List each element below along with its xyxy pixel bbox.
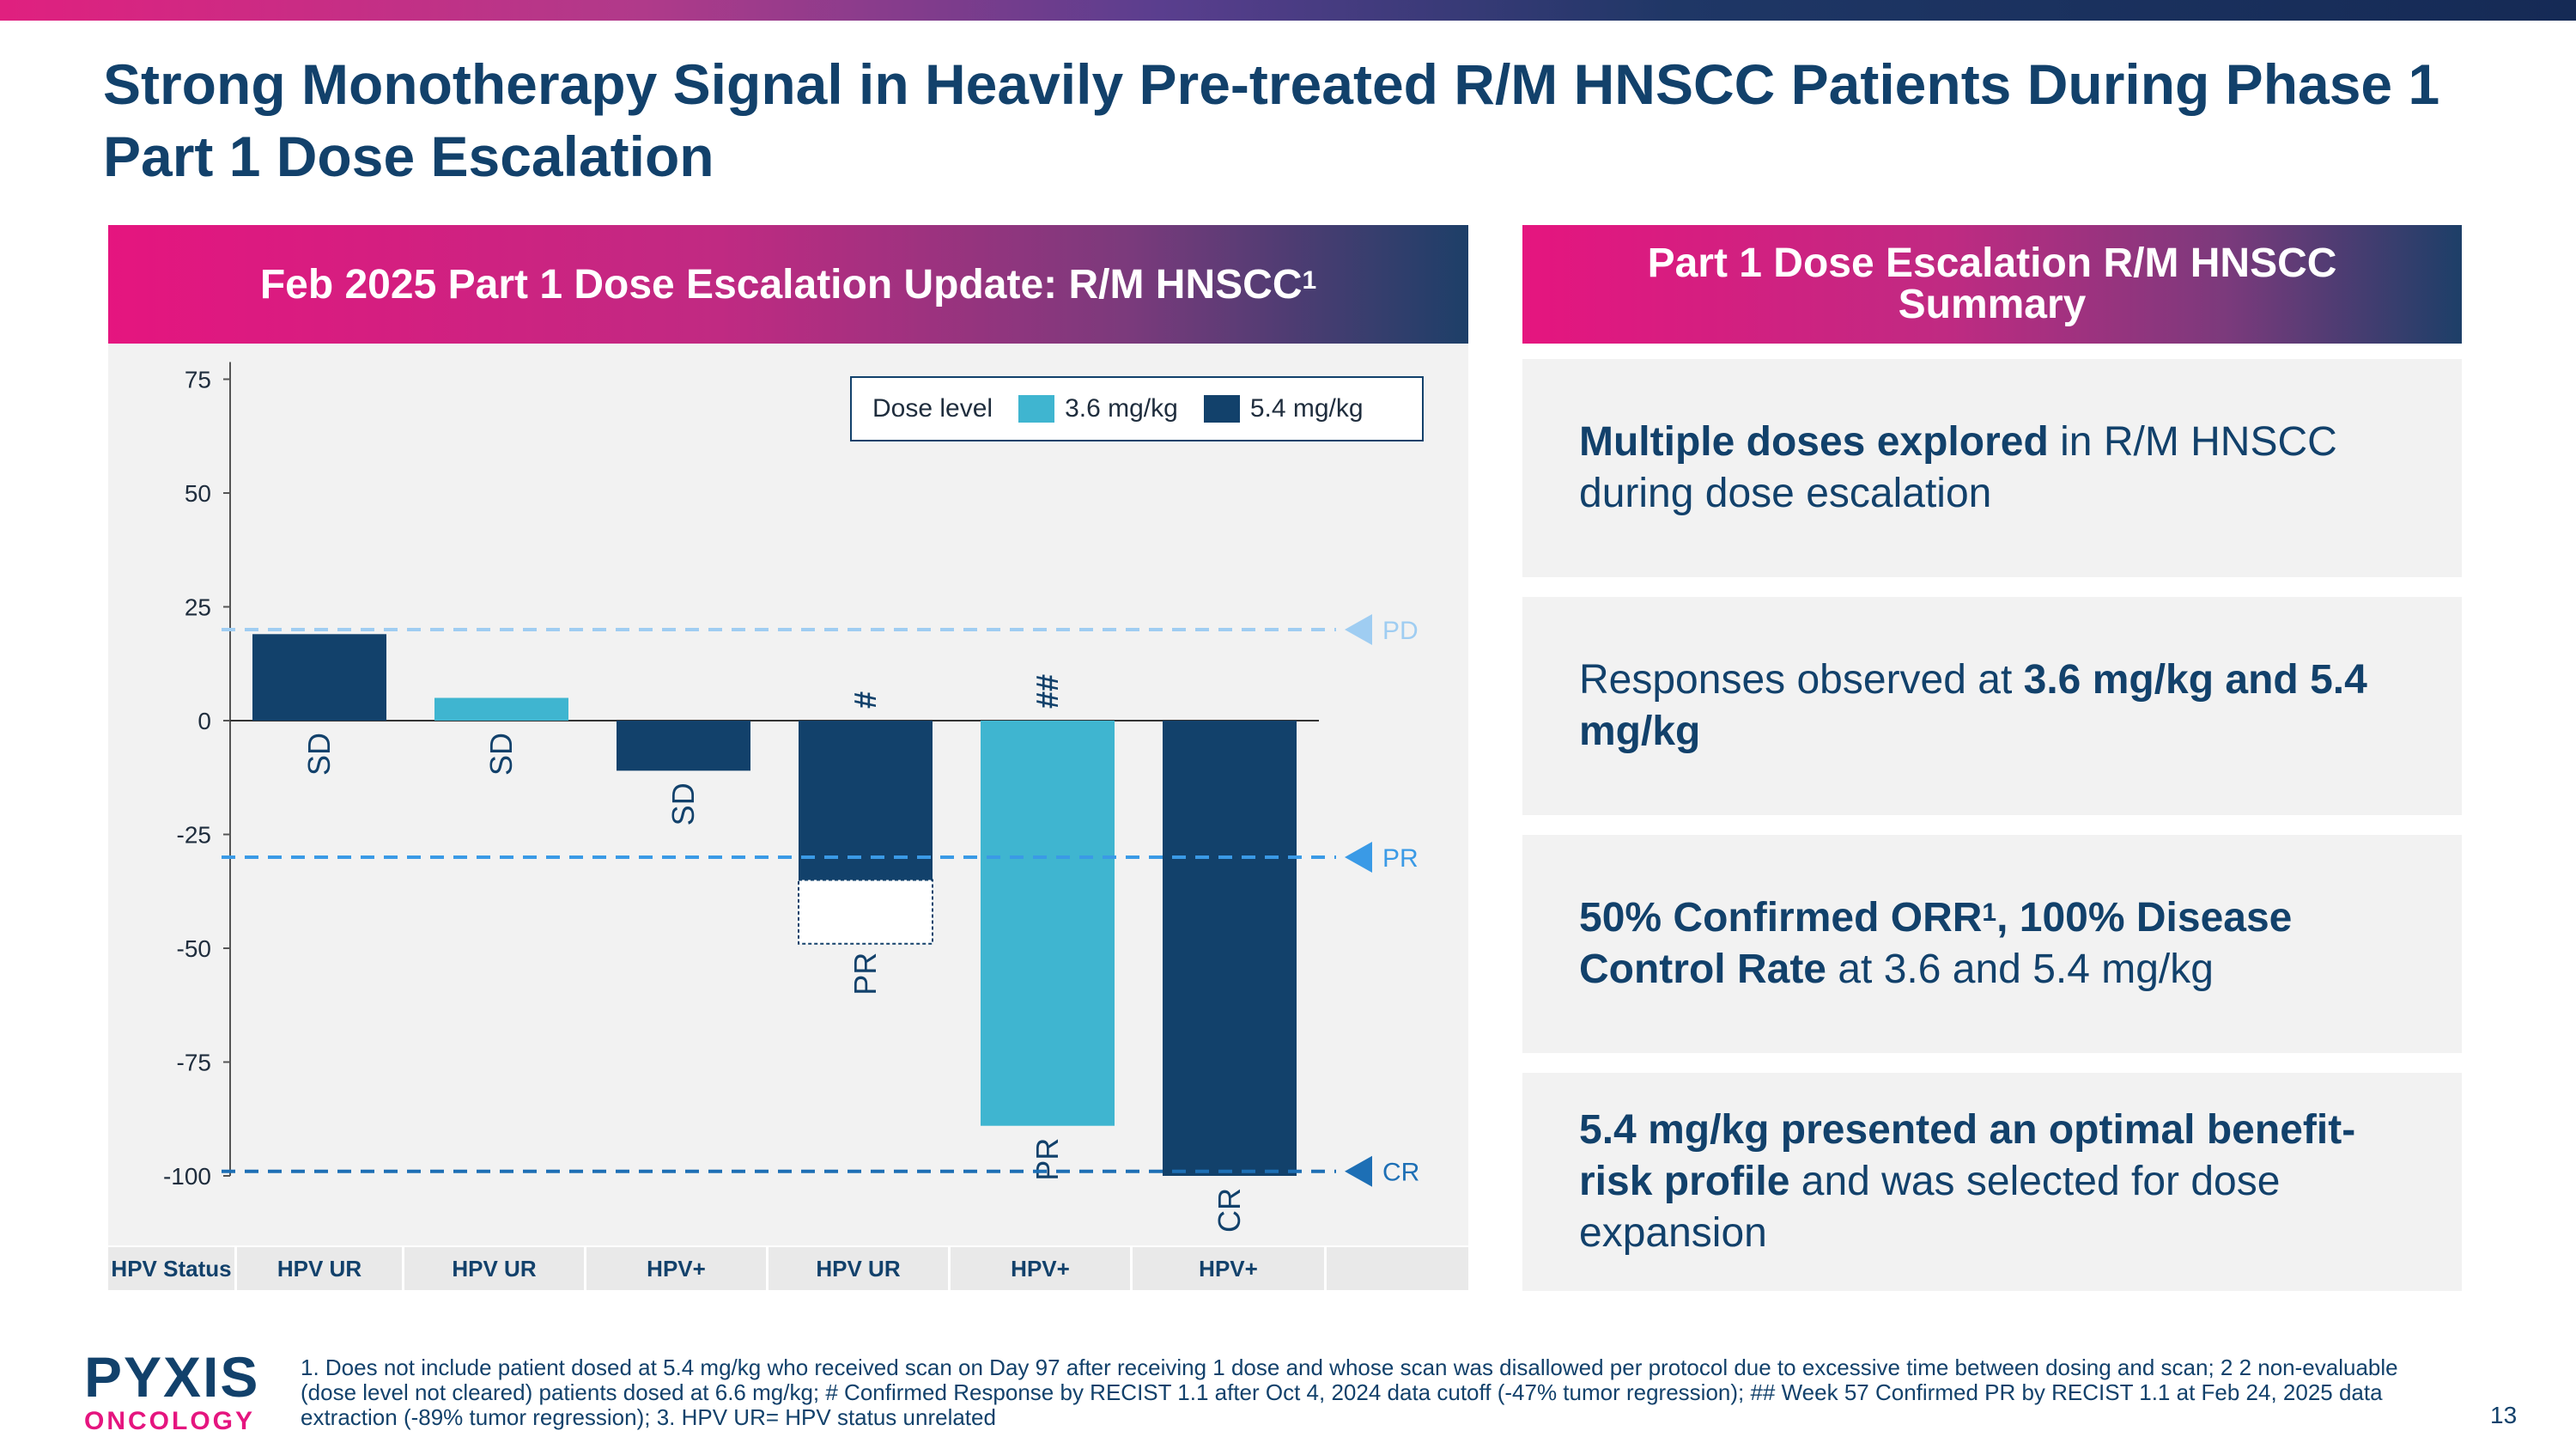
- response-label: PR: [848, 953, 883, 995]
- confirmed-response-box: [798, 879, 933, 945]
- bar-annotation: ##: [1030, 674, 1065, 709]
- summary-card-1-rest: in R/M HNSCC during dose escalation: [1579, 419, 2337, 516]
- summary-card-2-rest: Responses observed at: [1579, 657, 2024, 703]
- reference-label-cr: CR: [1382, 1159, 1419, 1187]
- summary-card-3: 50% Confirmed ORR1, 100% Disease Control…: [1522, 835, 2462, 1053]
- y-tick-label: -75: [177, 1050, 211, 1076]
- hpv-status-header: HPV Status: [108, 1247, 237, 1290]
- hpv-status-cell-empty: [1327, 1247, 1468, 1290]
- reference-marker-pd: [1345, 614, 1372, 645]
- summary-card-3-bold-2: , 100% Disease Control Rate: [1579, 895, 2293, 992]
- reference-marker-cr: [1345, 1155, 1372, 1187]
- company-logo: PYXIS ONCOLOGY: [84, 1345, 260, 1436]
- summary-card-3-rest: at 3.6 and 5.4 mg/kg: [1826, 947, 2214, 992]
- slide-title: Strong Monotherapy Signal in Heavily Pre…: [103, 52, 2440, 188]
- summary-card-1-text: Multiple doses explored in R/M HNSCC dur…: [1579, 417, 2410, 520]
- response-label: CR: [1212, 1188, 1247, 1233]
- bar: [617, 721, 750, 771]
- response-label: SD: [301, 733, 337, 776]
- reference-label-pd: PD: [1382, 617, 1419, 645]
- legend-title: Dose level: [872, 394, 993, 423]
- summary-card-3-sup: 1: [1982, 898, 1997, 927]
- legend-swatch-3-6: [1018, 395, 1055, 423]
- response-label: PR: [1030, 1138, 1065, 1181]
- summary-card-2: Responses observed at 3.6 mg/kg and 5.4 …: [1522, 597, 2462, 815]
- footnote: 1. Does not include patient dosed at 5.4…: [301, 1355, 2398, 1430]
- hpv-status-cell: HPV+: [586, 1247, 769, 1290]
- legend-swatch-5-4: [1203, 395, 1240, 423]
- page-number: 13: [2490, 1402, 2518, 1428]
- bar: [252, 634, 386, 721]
- top-gradient-bar: [0, 0, 2576, 21]
- legend-label-5-4: 5.4 mg/kg: [1249, 394, 1364, 423]
- summary-card-4-bold: 5.4 mg/kg presented an optimal benefit-r…: [1579, 1107, 2356, 1204]
- hpv-status-cell: HPV UR: [769, 1247, 951, 1290]
- y-tick-label: 25: [185, 594, 211, 621]
- summary-card-3-text: 50% Confirmed ORR1, 100% Disease Control…: [1579, 892, 2410, 995]
- logo-subline: ONCOLOGY: [84, 1407, 256, 1435]
- y-tick-label: -25: [177, 822, 211, 849]
- y-tick-label: 50: [185, 480, 211, 507]
- summary-card-2-text: Responses observed at 3.6 mg/kg and 5.4 …: [1579, 654, 2410, 758]
- hpv-status-cell: HPV UR: [404, 1247, 586, 1290]
- y-tick-label: -100: [163, 1163, 211, 1190]
- hpv-status-cell: HPV+: [1133, 1247, 1327, 1290]
- bar-annotation: #: [848, 691, 883, 709]
- y-tick-label: -50: [177, 935, 211, 962]
- logo-wordmark: PYXIS: [84, 1345, 260, 1409]
- bar: [434, 697, 568, 721]
- bar: [981, 721, 1115, 1126]
- reference-marker-pr: [1345, 842, 1372, 873]
- hpv-status-cell: HPV UR: [237, 1247, 404, 1290]
- y-tick-label: 75: [185, 367, 211, 393]
- chart-panel-header-sup: 1: [1302, 266, 1317, 295]
- reference-label-pr: PR: [1382, 844, 1419, 873]
- summary-panel-header: Part 1 Dose Escalation R/M HNSCC Summary: [1522, 225, 2462, 344]
- response-label: SD: [665, 782, 701, 825]
- chart-legend: Dose level 3.6 mg/kg 5.4 mg/kg: [850, 376, 1424, 441]
- response-label: SD: [483, 733, 519, 776]
- summary-card-4-rest: and was selected for dose expansion: [1579, 1159, 2281, 1256]
- summary-card-4-text: 5.4 mg/kg presented an optimal benefit-r…: [1579, 1105, 2410, 1259]
- y-tick-label: 0: [197, 708, 211, 734]
- summary-card-2-bold: 3.6 mg/kg and 5.4 mg/kg: [1579, 657, 2367, 754]
- chart-panel-header-text: Feb 2025 Part 1 Dose Escalation Update: …: [259, 261, 1303, 307]
- hpv-status-row: HPV Status HPV UR HPV UR HPV+ HPV UR HPV…: [108, 1247, 1468, 1290]
- chart-panel-header: Feb 2025 Part 1 Dose Escalation Update: …: [108, 225, 1468, 344]
- summary-card-1: Multiple doses explored in R/M HNSCC dur…: [1522, 359, 2462, 577]
- summary-card-4: 5.4 mg/kg presented an optimal benefit-r…: [1522, 1073, 2462, 1291]
- summary-card-1-bold: Multiple doses explored: [1579, 419, 2049, 465]
- summary-card-3-bold-1: 50% Confirmed ORR: [1579, 895, 1983, 941]
- legend-label-3-6: 3.6 mg/kg: [1065, 394, 1178, 423]
- bar: [1163, 721, 1297, 1176]
- summary-panel-header-text: Part 1 Dose Escalation R/M HNSCC Summary: [1647, 240, 2337, 327]
- bar: [799, 721, 933, 880]
- hpv-status-cell: HPV+: [951, 1247, 1133, 1290]
